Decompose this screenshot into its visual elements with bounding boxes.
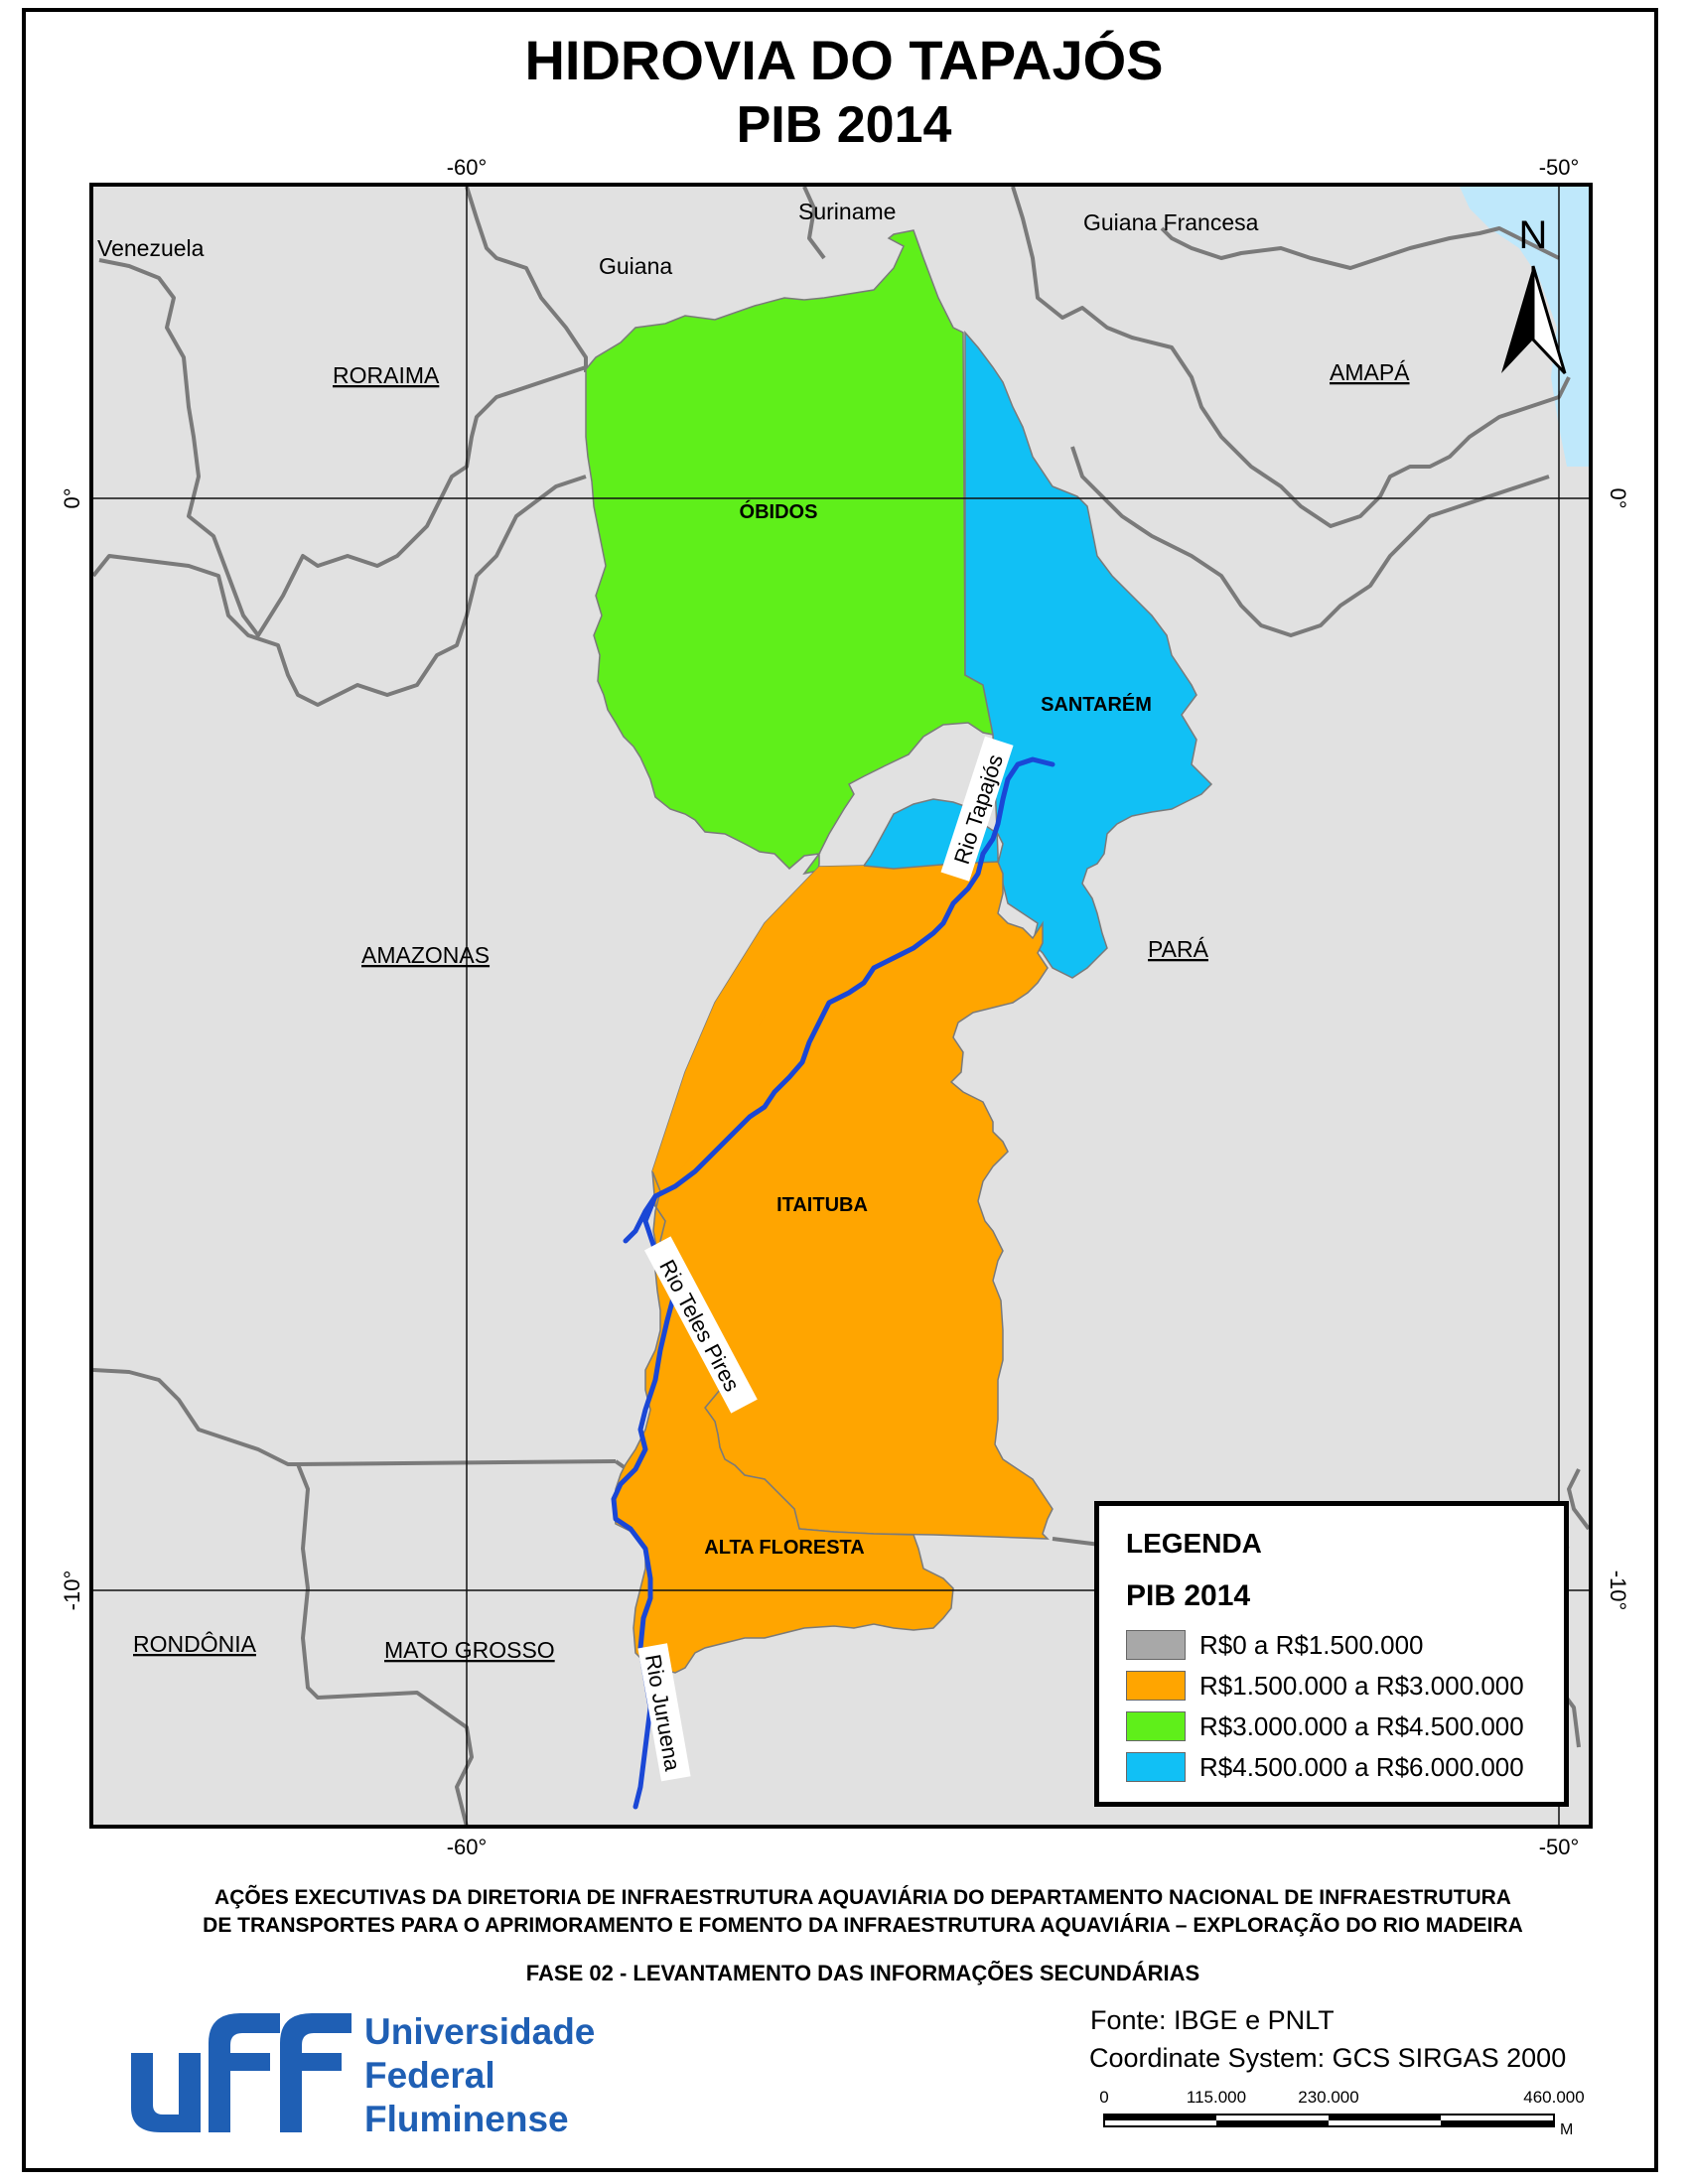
institution-line-1: Universidade bbox=[364, 2011, 596, 2052]
institution-name: Universidade Federal Fluminense bbox=[364, 2010, 595, 2141]
page-frame bbox=[22, 8, 1658, 2172]
north-arrow: N bbox=[1501, 213, 1567, 375]
legend: LEGENDA PIB 2014 R$0 a R$1.500.000 R$1.5… bbox=[1094, 1501, 1569, 1807]
scale-label-2: 230.000 bbox=[1298, 2088, 1358, 2107]
legend-swatch bbox=[1126, 1711, 1186, 1741]
label-rondonia: RONDÔNIA bbox=[133, 1630, 257, 1657]
legend-item-label: R$1.500.000 a R$3.000.000 bbox=[1199, 1670, 1524, 1701]
graticule-bottom-2: -50° bbox=[1539, 1835, 1580, 1859]
graticule-bottom-1: -60° bbox=[447, 1835, 488, 1859]
label-suriname: Suriname bbox=[798, 199, 896, 224]
north-label: N bbox=[1519, 213, 1548, 257]
label-roraima: RORAIMA bbox=[333, 362, 440, 388]
graticule-right-2: -10° bbox=[1606, 1570, 1630, 1611]
label-para: PARÁ bbox=[1148, 936, 1209, 962]
label-guiana: Guiana bbox=[599, 253, 672, 279]
scale-bar: 0 115.000 230.000 460.000 M bbox=[1099, 2088, 1584, 2138]
footer-line-3: FASE 02 - LEVANTAMENTO DAS INFORMAÇÕES S… bbox=[525, 1961, 1200, 1985]
legend-swatch bbox=[1126, 1630, 1186, 1660]
label-venezuela: Venezuela bbox=[97, 235, 205, 261]
footer-line-2: DE TRANSPORTES PARA O APRIMORAMENTO E FO… bbox=[203, 1914, 1523, 1937]
graticule-top-2: -50° bbox=[1539, 155, 1580, 180]
label-region-santarem: SANTARÉM bbox=[1041, 693, 1152, 716]
rio-tapajos-line bbox=[623, 756, 1055, 1244]
graticule-right-1: 0° bbox=[1606, 487, 1630, 508]
map-subtitle: PIB 2014 bbox=[736, 96, 952, 154]
region-santarem bbox=[863, 330, 1213, 979]
scale-label-3: 460.000 bbox=[1523, 2088, 1584, 2107]
legend-item-label: R$0 a R$1.500.000 bbox=[1199, 1629, 1424, 1660]
legend-item: R$3.000.000 a R$4.500.000 bbox=[1126, 1711, 1524, 1741]
region-itaituba-west bbox=[652, 866, 864, 1176]
legend-item: R$1.500.000 a R$3.000.000 bbox=[1126, 1671, 1524, 1701]
institution-line-2: Federal bbox=[364, 2055, 495, 2096]
source-text: Fonte: IBGE e PNLT bbox=[1090, 2005, 1335, 2035]
coordinate-system-text: Coordinate System: GCS SIRGAS 2000 bbox=[1089, 2043, 1567, 2073]
graticule-top-1: -60° bbox=[447, 155, 488, 180]
legend-item-label: R$3.000.000 a R$4.500.000 bbox=[1199, 1710, 1524, 1741]
graticule-left-1: 0° bbox=[60, 487, 84, 508]
legend-swatch bbox=[1126, 1671, 1186, 1701]
scale-label-1: 115.000 bbox=[1187, 2088, 1246, 2107]
label-amapa: AMAPÁ bbox=[1330, 359, 1410, 385]
footer-line-1: AÇÕES EXECUTIVAS DA DIRETORIA DE INFRAES… bbox=[214, 1886, 1511, 1909]
map-title: HIDROVIA DO TAPAJÓS bbox=[524, 29, 1164, 91]
uff-logo bbox=[131, 2013, 352, 2132]
label-guiana-francesa: Guiana Francesa bbox=[1083, 209, 1259, 235]
label-region-itaituba: ITAITUBA bbox=[776, 1194, 868, 1216]
legend-swatch bbox=[1126, 1752, 1186, 1782]
legend-item: R$0 a R$1.500.000 bbox=[1126, 1630, 1424, 1660]
legend-item-label: R$4.500.000 a R$6.000.000 bbox=[1199, 1751, 1524, 1782]
scale-unit: M bbox=[1560, 2121, 1573, 2138]
institution-line-3: Fluminense bbox=[364, 2099, 569, 2139]
legend-heading: LEGENDA bbox=[1126, 1528, 1262, 1559]
legend-item: R$4.500.000 a R$6.000.000 bbox=[1126, 1752, 1524, 1782]
label-mato-grosso: MATO GROSSO bbox=[384, 1637, 555, 1663]
label-region-obidos: ÓBIDOS bbox=[740, 499, 818, 523]
scale-label-0: 0 bbox=[1099, 2088, 1108, 2107]
region-obidos bbox=[585, 229, 994, 876]
graticule-left-2: -10° bbox=[60, 1570, 84, 1611]
label-region-alta-floresta: ALTA FLORESTA bbox=[704, 1537, 864, 1559]
label-amazonas: AMAZONAS bbox=[361, 942, 490, 968]
legend-subheading: PIB 2014 bbox=[1126, 1579, 1251, 1612]
